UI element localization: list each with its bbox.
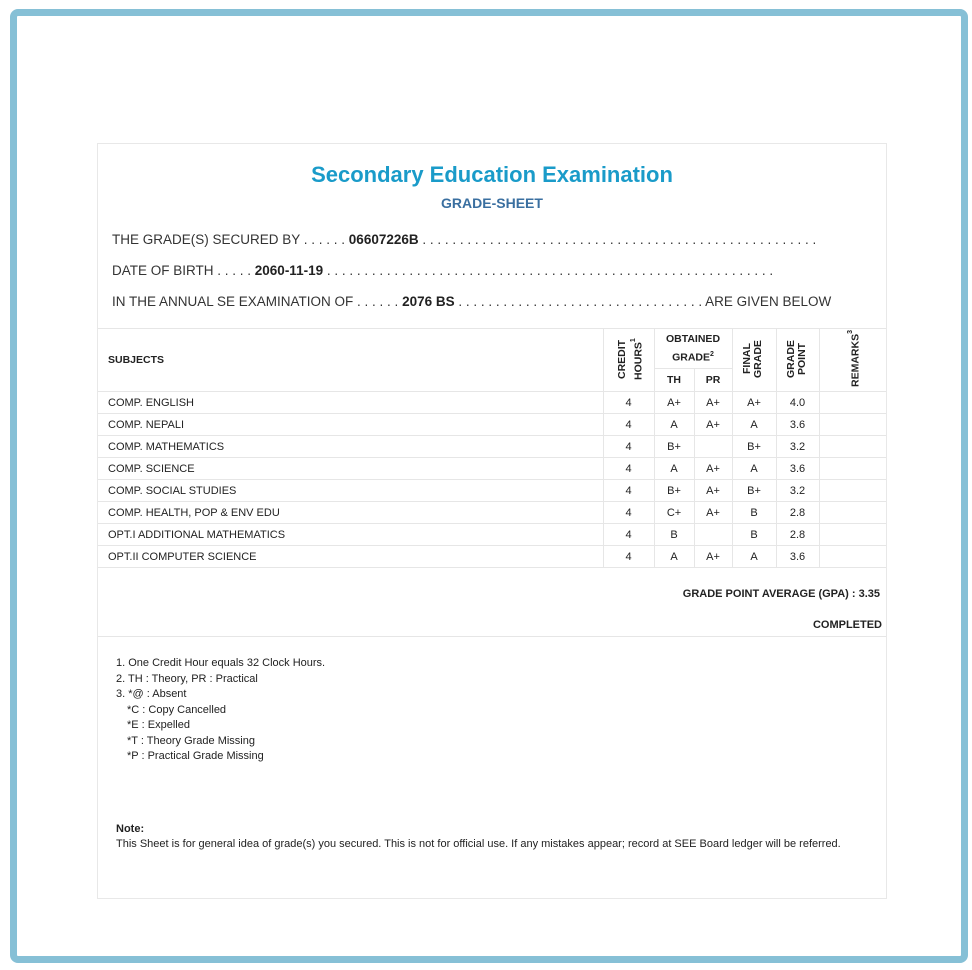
header-obtained: OBTAINED GRADE2 <box>653 328 733 369</box>
cell-gp: 2.8 <box>775 523 820 546</box>
exam-line: IN THE ANNUAL SE EXAMINATION OF . . . . … <box>112 294 832 309</box>
header-credit: CREDIT HOURS1 <box>602 328 655 392</box>
note: Note: This Sheet is for general idea of … <box>116 822 846 852</box>
cell-final: A+ <box>731 391 777 414</box>
header-gp: GRADE POINT <box>775 328 820 392</box>
cell-remarks <box>818 435 886 458</box>
cell-gp: 3.2 <box>775 435 820 458</box>
cell-th: A <box>653 457 695 480</box>
cell-pr: A+ <box>693 545 733 568</box>
cell-final: A <box>731 545 777 568</box>
cell-subject: OPT.I ADDITIONAL MATHEMATICS <box>98 523 604 546</box>
cell-subject: COMP. SCIENCE <box>98 457 604 480</box>
footnote: *E : Expelled <box>127 719 190 731</box>
footnote: 2. TH : Theory, PR : Practical <box>116 672 258 685</box>
cell-pr <box>693 523 733 546</box>
cell-pr: A+ <box>693 413 733 436</box>
dob-line: DATE OF BIRTH . . . . . 2060-11-19 . . .… <box>112 263 774 278</box>
table-row: COMP. SOCIAL STUDIES 4 B+ A+ B+ 3.2 <box>98 479 886 502</box>
symbol-no: 06607226B <box>348 232 419 247</box>
header-subjects: SUBJECTS <box>98 328 604 392</box>
header-th: TH <box>653 368 695 392</box>
cell-subject: COMP. ENGLISH <box>98 391 604 414</box>
cell-gp: 2.8 <box>775 501 820 524</box>
cell-credit: 4 <box>602 501 655 524</box>
table-row: COMP. SCIENCE 4 A A+ A 3.6 <box>98 457 886 480</box>
footnote: 1. One Credit Hour equals 32 Clock Hours… <box>116 657 326 669</box>
cell-subject: COMP. NEPALI <box>98 413 604 436</box>
cell-subject: COMP. SOCIAL STUDIES <box>98 479 604 502</box>
cell-remarks <box>818 457 886 480</box>
cell-final: B <box>731 523 777 546</box>
table-row: COMP. MATHEMATICS 4 B+ B+ 3.2 <box>98 435 886 458</box>
grades-table: SUBJECTS CREDIT HOURS1 OBTAINED GRADE2 F… <box>98 328 886 568</box>
cell-th: A+ <box>653 391 695 414</box>
cell-credit: 4 <box>602 435 655 458</box>
cell-final: B <box>731 501 777 524</box>
cell-th: B+ <box>653 435 695 458</box>
header-remarks: REMARKS3 <box>818 328 886 392</box>
cell-remarks <box>818 413 886 436</box>
exam-year: 2076 BS <box>402 294 455 309</box>
cell-final: A <box>731 457 777 480</box>
status: COMPLETED <box>812 619 882 631</box>
cell-gp: 4.0 <box>775 391 820 414</box>
cell-remarks <box>818 501 886 524</box>
cell-gp: 3.6 <box>775 457 820 480</box>
cell-subject: COMP. HEALTH, POP & ENV EDU <box>98 501 604 524</box>
cell-gp: 3.6 <box>775 545 820 568</box>
footnote: 3. *@ : Absent <box>116 688 187 700</box>
cell-credit: 4 <box>602 457 655 480</box>
cell-th: A <box>653 545 695 568</box>
cell-th: C+ <box>653 501 695 524</box>
cell-pr: A+ <box>693 501 733 524</box>
cell-pr <box>693 435 733 458</box>
cell-credit: 4 <box>602 523 655 546</box>
cell-pr: A+ <box>693 391 733 414</box>
secured-by-line: THE GRADE(S) SECURED BY . . . . . . 0660… <box>112 232 817 247</box>
cell-th: A <box>653 413 695 436</box>
cell-credit: 4 <box>602 413 655 436</box>
footnote: *P : Practical Grade Missing <box>127 750 264 762</box>
cell-final: A <box>731 413 777 436</box>
cell-final: B+ <box>731 479 777 502</box>
cell-remarks <box>818 479 886 502</box>
cell-remarks <box>818 391 886 414</box>
cell-th: B <box>653 523 695 546</box>
cell-final: B+ <box>731 435 777 458</box>
footnote: *T : Theory Grade Missing <box>127 734 255 747</box>
cell-credit: 4 <box>602 479 655 502</box>
footnotes: 1. One Credit Hour equals 32 Clock Hours… <box>116 656 325 765</box>
table-row: COMP. HEALTH, POP & ENV EDU 4 C+ A+ B 2.8 <box>98 501 886 524</box>
exam-title: Secondary Education Examination <box>311 162 673 187</box>
cell-remarks <box>818 545 886 568</box>
cell-remarks <box>818 523 886 546</box>
header-final: FINAL GRADE <box>731 328 777 392</box>
cell-th: B+ <box>653 479 695 502</box>
cell-pr: A+ <box>693 457 733 480</box>
dob: 2060-11-19 <box>254 263 324 278</box>
note-text: This Sheet is for general idea of grade(… <box>116 838 841 850</box>
footnote: *C : Copy Cancelled <box>127 703 227 716</box>
table-row: OPT.I ADDITIONAL MATHEMATICS 4 B B 2.8 <box>98 523 886 546</box>
header-pr: PR <box>693 368 732 392</box>
grade-sheet: Secondary Education Examination GRADE-SH… <box>97 143 887 899</box>
cell-credit: 4 <box>602 391 655 414</box>
divider <box>98 636 886 637</box>
table-row: COMP. NEPALI 4 A A+ A 3.6 <box>98 413 886 436</box>
cell-gp: 3.2 <box>775 479 820 502</box>
cell-subject: COMP. MATHEMATICS <box>98 435 604 458</box>
gpa: GRADE POINT AVERAGE (GPA) : 3.35 <box>682 588 880 600</box>
sheet-subtitle: GRADE-SHEET <box>441 195 543 211</box>
cell-credit: 4 <box>602 545 655 568</box>
cell-gp: 3.6 <box>775 413 820 436</box>
cell-pr: A+ <box>693 479 733 502</box>
table-row: OPT.II COMPUTER SCIENCE 4 A A+ A 3.6 <box>98 545 886 568</box>
table-row: COMP. ENGLISH 4 A+ A+ A+ 4.0 <box>98 391 886 414</box>
note-label: Note: <box>116 823 145 835</box>
cell-subject: OPT.II COMPUTER SCIENCE <box>98 545 604 568</box>
